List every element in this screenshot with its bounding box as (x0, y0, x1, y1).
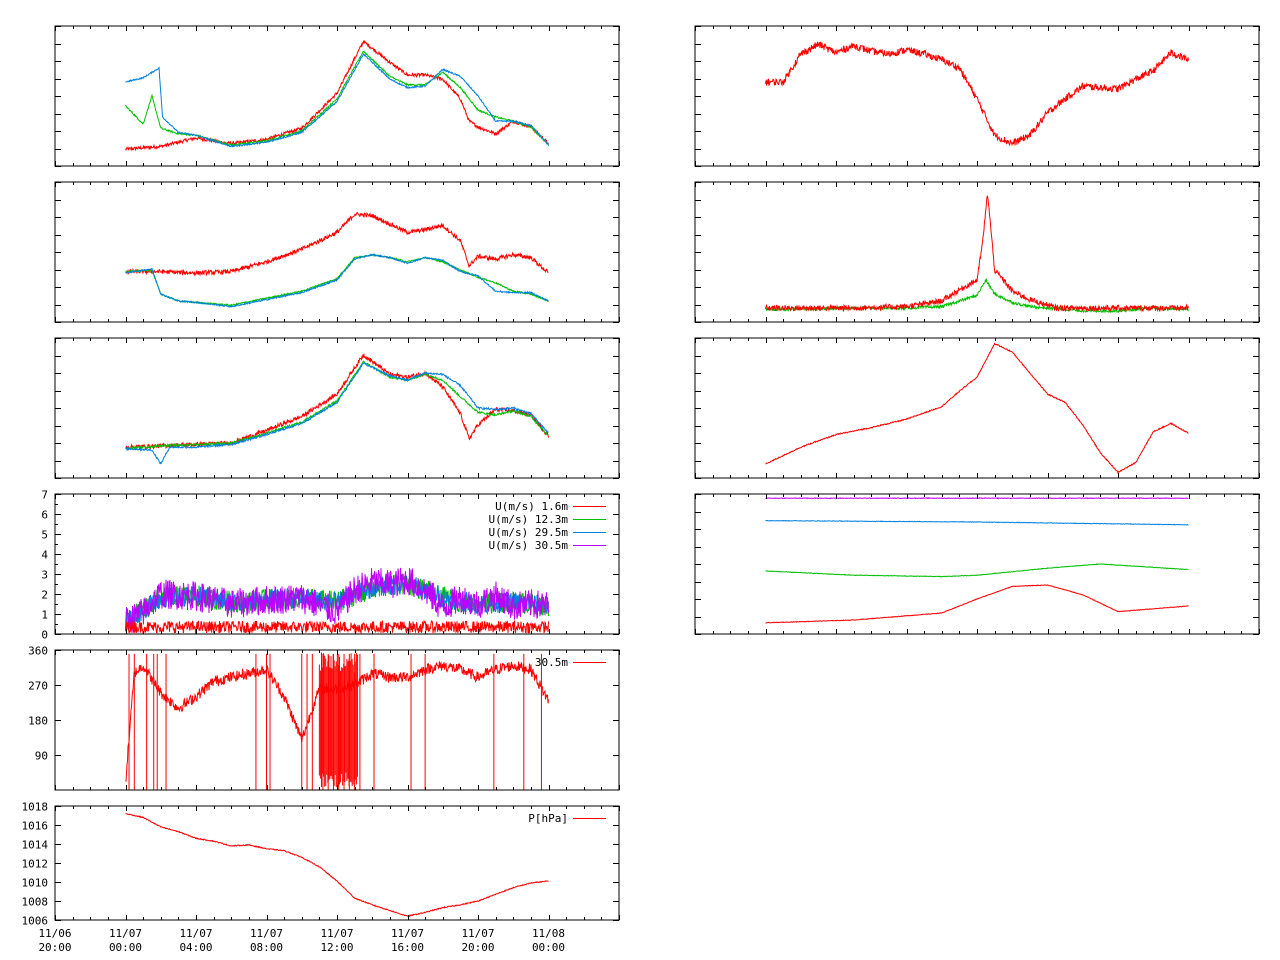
y-tick-label: 6 (41, 509, 48, 522)
y-tick-label: 270 (28, 680, 48, 693)
y-tick-label: 0 (41, 629, 48, 642)
x-tick-date: 11/07 (250, 927, 283, 940)
series-L3-blue (125, 361, 549, 465)
y-tick-label: 1 (41, 609, 48, 622)
plot-area-L2 (125, 212, 549, 308)
y-tick-label: 180 (28, 715, 48, 728)
series-L3-red (125, 353, 549, 451)
x-tick-date: 11/07 (391, 927, 424, 940)
panel-L6: 1006 1008 1010 1012 1014 1016 1018 P[hPa] (22, 801, 620, 928)
series-L2-red (125, 212, 549, 277)
series-L4-purple (125, 567, 549, 633)
series-L6-red (125, 813, 549, 918)
y-tick-label: 1012 (22, 858, 49, 871)
legend-label-L5-0: 30.5m (535, 656, 568, 669)
panel-L4: 0 1 2 3 4 5 6 7 U(m/s) 1.6mU(m/s) 12.3mU(m/s) 29… (41, 489, 620, 642)
y-tick-label: 2 (41, 589, 48, 602)
series-R3-red (765, 342, 1189, 475)
series-R4-blue (765, 519, 1189, 526)
plot-area-L3 (125, 353, 549, 465)
x-tick-time: 08:00 (250, 941, 283, 954)
panel-R1 (694, 25, 1260, 167)
y-tick-label: 4 (41, 549, 48, 562)
x-tick-time: 20:00 (461, 941, 494, 954)
y-tick-label: 7 (41, 489, 48, 502)
x-tick-time: 16:00 (391, 941, 424, 954)
x-tick-date: 11/07 (109, 927, 142, 940)
x-tick-time: 12:00 (320, 941, 353, 954)
x-tick-time: 04:00 (179, 941, 212, 954)
y-tick-label: 1018 (22, 801, 49, 814)
y-tick-label: 3 (41, 569, 48, 582)
panel-L2 (54, 181, 620, 323)
legend-label-L4-2: U(m/s) 29.5m (489, 526, 569, 539)
y-tick-label: 1006 (22, 915, 49, 928)
y-tick-label: 1008 (22, 896, 49, 909)
series-R2-red (765, 195, 1189, 313)
x-tick-time: 00:00 (532, 941, 565, 954)
y-tick-label: 1014 (22, 839, 49, 852)
x-tick-time: 00:00 (109, 941, 142, 954)
series-L3-green (125, 360, 549, 451)
legend-label-L4-0: U(m/s) 1.6m (495, 500, 568, 513)
series-L5-red (125, 661, 549, 783)
y-tick-label: 5 (41, 529, 48, 542)
series-R4-green (765, 563, 1189, 578)
series-R4-red (765, 584, 1189, 624)
plot-area-R2 (765, 195, 1189, 314)
y-tick-label: 1016 (22, 820, 49, 833)
x-tick-time: 20:00 (38, 941, 71, 954)
legend-label-L4-3: U(m/s) 30.5m (489, 539, 569, 552)
x-tick-date: 11/07 (320, 927, 353, 940)
x-tick-date: 11/07 (461, 927, 494, 940)
y-tick-label: 360 (28, 645, 48, 658)
plot-area-L6 (125, 813, 549, 918)
series-R1-red (765, 41, 1189, 147)
series-L1-blue (125, 53, 549, 148)
plot-area-L1 (125, 39, 549, 152)
y-tick-label: 90 (35, 750, 48, 763)
y-tick-label: 1010 (22, 877, 49, 890)
panel-L5: 90 180 270 360 30.5m (28, 645, 620, 791)
series-L1-green (125, 50, 549, 147)
plot-area-R1 (765, 41, 1189, 147)
x-tick-date: 11/08 (532, 927, 565, 940)
plot-area-R3 (765, 342, 1189, 475)
plot-area-L5 (125, 652, 549, 790)
panel-R4 (694, 493, 1260, 635)
panel-L3 (54, 337, 620, 479)
series-L2-blue (125, 253, 549, 308)
legend-label-L4-1: U(m/s) 12.3m (489, 513, 569, 526)
x-tick-date: 11/07 (179, 927, 212, 940)
panel-R2 (694, 181, 1260, 323)
panel-R3 (694, 337, 1260, 479)
legend-label-L6-0: P[hPa] (528, 812, 568, 825)
x-tick-date: 11/06 (38, 927, 71, 940)
series-L1-red (125, 39, 549, 152)
panel-L1 (54, 25, 620, 167)
